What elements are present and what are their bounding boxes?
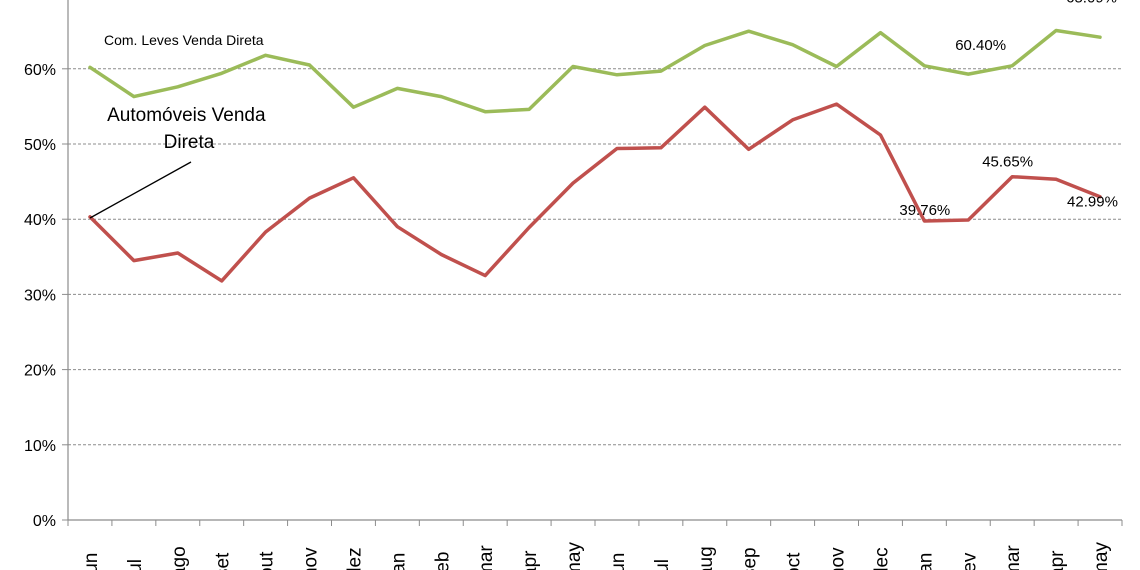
y-tick-label: 30% [24, 287, 56, 304]
x-tick-label: may [1091, 542, 1112, 570]
x-tick-label: jan [915, 553, 936, 570]
x-tick-label: nov [828, 547, 849, 570]
x-tick-label: dec [871, 547, 892, 570]
series-line-automoveis [88, 102, 1102, 283]
x-tick-label: set [213, 552, 234, 570]
x-tick-label: mar [476, 545, 497, 570]
x-tick-label: fev [959, 552, 980, 570]
series-label-automoveis: Automóveis Venda Direta [107, 105, 271, 153]
x-tick-label: jan [388, 553, 409, 570]
series-line-com-leves [88, 28, 1102, 114]
x-tick-label: apr [520, 550, 541, 570]
x-tick-label: dez [344, 547, 365, 570]
axes: 0% 10% 20% 30% 40% 50% 60% jun jul ago set out nov de… [24, 0, 1123, 570]
y-tick-label: 50% [24, 137, 56, 154]
x-tick-label: feb [432, 552, 453, 570]
x-tick-label: jun [608, 553, 629, 570]
y-tick-label: 10% [24, 438, 56, 455]
y-tick-label: 0% [33, 513, 56, 530]
x-tick-label: mar [1003, 545, 1024, 570]
x-tick-label: jun [81, 553, 102, 570]
series-lines [88, 28, 1102, 283]
series-label-automoveis-line2: Direta [164, 132, 215, 153]
data-label: 65.09% [1066, 0, 1117, 7]
series-label-automoveis-line1: Automóveis Venda [107, 105, 266, 126]
data-label: 45.65% [982, 154, 1033, 171]
x-tick-label: nov [301, 547, 322, 570]
data-label: 60.40% [955, 37, 1006, 54]
series-label-com-leves: Com. Leves Venda Direta [104, 32, 264, 48]
y-tick-label: 60% [24, 62, 56, 79]
x-tick-label: may [564, 542, 585, 570]
x-tick-label: out [257, 551, 278, 570]
data-labels: 65.09% 60.40% 39.76% 45.65% 42.99% [899, 0, 1118, 219]
data-label: 42.99% [1067, 194, 1118, 211]
x-tick-label: jul [652, 559, 673, 570]
x-tick-label: apr [1047, 550, 1068, 570]
series-label-leader-line [89, 161, 192, 219]
x-tick-label: ago [169, 546, 190, 570]
data-label: 39.76% [899, 202, 950, 219]
y-tick-label: 40% [24, 212, 56, 229]
x-tick-label: jul [125, 559, 146, 570]
gridlines [68, 68, 1122, 446]
series-annotations: Com. Leves Venda Direta Automóveis Venda… [89, 32, 271, 219]
y-tick-label: 20% [24, 363, 56, 380]
x-tick-label: sep [740, 547, 761, 570]
x-tick-label: aug [696, 546, 717, 570]
x-tick-label: oct [784, 552, 805, 570]
